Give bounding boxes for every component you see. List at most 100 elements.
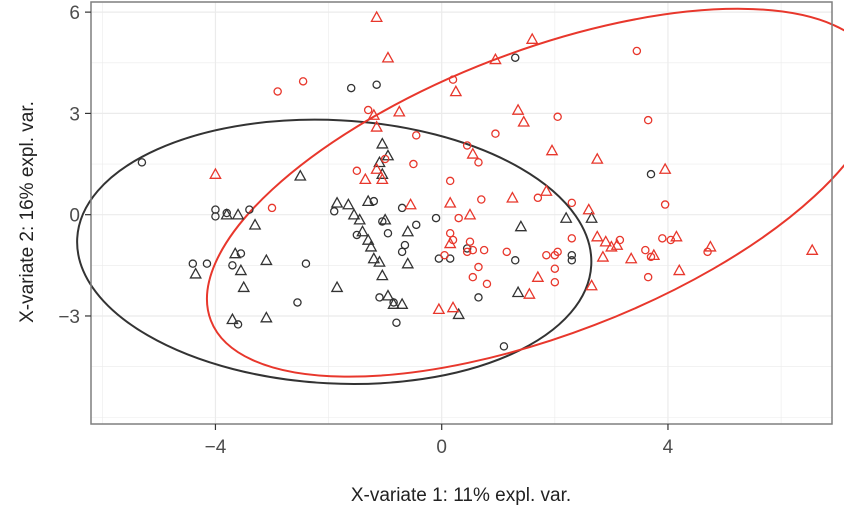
- data-point-circle: [567, 234, 577, 243]
- data-point-circle: [502, 247, 512, 257]
- data-point-triangle: [370, 120, 383, 132]
- data-point-circle: [228, 261, 237, 270]
- data-point-triangle: [582, 203, 596, 215]
- data-point-triangle: [361, 233, 375, 245]
- data-point-triangle: [704, 240, 717, 252]
- data-point-circle: [352, 230, 362, 240]
- y-tick-label: 6: [69, 3, 80, 24]
- data-point-triangle: [443, 236, 457, 249]
- data-point-circle: [567, 256, 577, 265]
- data-point-triangle: [605, 240, 618, 252]
- data-point-triangle: [585, 211, 598, 223]
- data-point-circle: [479, 245, 489, 255]
- data-point-triangle: [446, 300, 460, 313]
- data-point-circle: [392, 318, 401, 327]
- y-tick-label: 0: [69, 206, 80, 227]
- data-point-triangle: [452, 307, 465, 320]
- data-point-circle: [553, 112, 562, 122]
- data-point-circle: [550, 264, 560, 273]
- x-tick-label: 4: [663, 437, 674, 458]
- data-point-triangle: [523, 287, 536, 299]
- data-point-circle: [411, 220, 421, 230]
- x-axis-title: X-variate 1: 11% expl. var.: [351, 485, 571, 506]
- data-point-circle: [482, 279, 492, 289]
- data-point-circle: [409, 159, 418, 169]
- data-point-circle: [474, 158, 483, 167]
- data-point-circle: [499, 342, 509, 351]
- data-point-triangle: [506, 191, 519, 203]
- grid-lines: [91, 2, 832, 424]
- y-axis-ticks: −3 0 3 6: [58, 3, 91, 328]
- data-point-triangle: [517, 115, 531, 127]
- data-point-circle: [703, 247, 712, 257]
- data-point-circle: [632, 46, 642, 56]
- data-point-circle: [380, 154, 390, 164]
- data-point-circle: [646, 169, 656, 179]
- data-point-triangle: [511, 103, 525, 115]
- data-point-triangle: [670, 230, 683, 242]
- plot-frame: [90, 1, 833, 425]
- data-point-triangle: [226, 312, 239, 325]
- data-point-circle: [352, 166, 362, 176]
- data-point-circle: [273, 87, 282, 96]
- data-point-circle: [369, 196, 379, 206]
- data-point-circle: [474, 262, 483, 272]
- data-point-triangle: [347, 208, 361, 220]
- data-point-circle: [431, 213, 441, 223]
- data-point-circle: [474, 293, 483, 302]
- data-point-triangle: [260, 311, 273, 323]
- data-point-circle: [440, 250, 449, 260]
- data-point-circle: [293, 298, 302, 307]
- data-point-circle: [550, 277, 560, 287]
- data-point-triangle: [449, 84, 463, 97]
- data-point-circle: [510, 53, 520, 62]
- data-point-circle: [397, 247, 407, 257]
- data-point-circle: [378, 217, 387, 226]
- data-point-circle: [462, 247, 472, 257]
- data-point-triangle: [220, 208, 234, 220]
- data-point-triangle: [585, 279, 598, 291]
- data-point-triangle: [404, 198, 417, 210]
- data-point-circle: [468, 245, 478, 255]
- data-point-triangle: [370, 162, 383, 174]
- data-point-circle: [643, 115, 653, 125]
- data-point-triangle: [373, 255, 386, 267]
- data-point-circle: [375, 293, 384, 302]
- data-point-triangle: [342, 198, 355, 210]
- data-point-triangle: [432, 302, 446, 315]
- data-point-triangle: [376, 172, 389, 185]
- data-point-triangle: [387, 297, 400, 309]
- data-point-triangle: [531, 270, 545, 282]
- data-point-triangle: [260, 253, 273, 266]
- data-point-triangle: [525, 32, 539, 44]
- data-point-triangle: [392, 105, 406, 117]
- data-point-triangle: [237, 280, 251, 293]
- data-point-triangle: [367, 252, 381, 264]
- x-axis-ticks: −4 0 4: [205, 424, 674, 458]
- data-point-circle: [462, 141, 472, 150]
- data-point-triangle: [376, 137, 389, 149]
- data-point-circle: [245, 205, 254, 214]
- data-point-triangle: [511, 285, 525, 298]
- data-point-triangle: [361, 194, 375, 206]
- data-point-triangle: [599, 235, 613, 247]
- data-point-circle: [468, 272, 478, 282]
- data-point-circle: [567, 250, 577, 260]
- data-point-circle: [553, 247, 562, 257]
- data-point-triangle: [189, 267, 202, 279]
- data-point-triangle: [395, 297, 409, 309]
- data-point-circle: [641, 245, 650, 255]
- data-point-triangle: [624, 252, 638, 264]
- data-point-circle: [454, 213, 463, 223]
- data-point-circle: [448, 75, 458, 84]
- data-point-triangle: [364, 240, 378, 252]
- data-point-circle: [666, 235, 676, 245]
- data-point-circle: [646, 252, 656, 262]
- data-point-triangle: [401, 225, 415, 237]
- data-point-circle: [411, 131, 421, 140]
- data-point-triangle: [647, 248, 661, 261]
- x-tick-label: 0: [436, 437, 447, 458]
- data-point-circle: [233, 320, 243, 329]
- data-point-circle: [491, 129, 500, 138]
